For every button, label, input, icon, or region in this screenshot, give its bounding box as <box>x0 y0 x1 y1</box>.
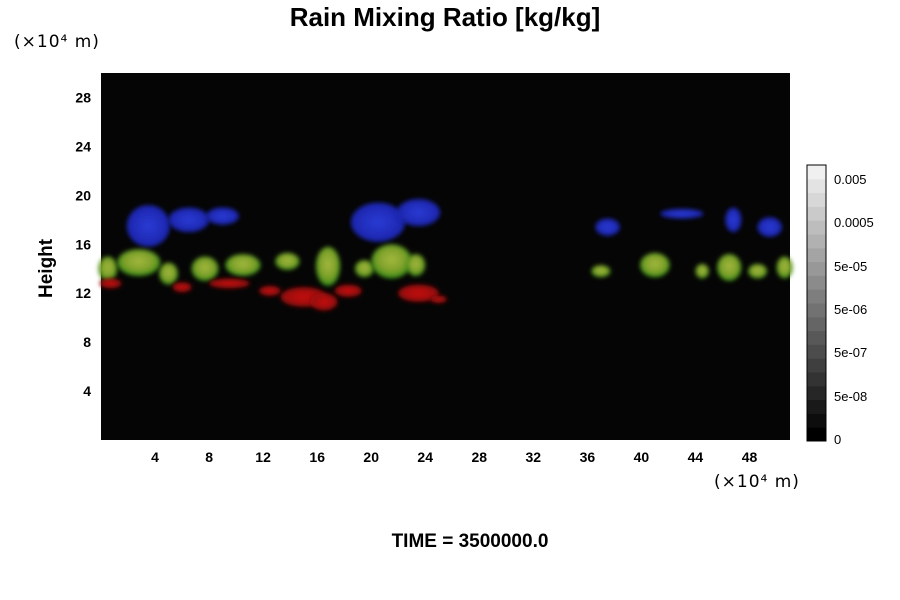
y-tick-label: 12 <box>75 285 91 301</box>
x-tick-label: 40 <box>634 449 650 465</box>
x-tick-label: 24 <box>417 449 433 465</box>
rain-blob-green <box>748 263 768 279</box>
colorbar-level <box>807 385 826 401</box>
x-tick-label: 8 <box>205 449 213 465</box>
rain-blob-green <box>159 262 178 285</box>
rain-blob-green <box>315 246 341 286</box>
rain-blob-red <box>430 295 447 303</box>
rain-blob-blue <box>725 207 742 232</box>
x-axis-unit: (×10⁴ m) <box>714 472 800 492</box>
rain-blob-green <box>695 263 709 279</box>
colorbar-tick-label: 0 <box>834 432 841 447</box>
colorbar-level <box>807 316 826 332</box>
rain-blob-green <box>717 254 742 281</box>
colorbar-level <box>807 178 826 194</box>
y-tick-label: 20 <box>75 187 91 203</box>
rain-blob-green <box>776 256 793 279</box>
y-tick-label: 16 <box>75 236 91 252</box>
colorbar-level <box>807 289 826 304</box>
x-tick-label: 16 <box>309 449 325 465</box>
rain-blob-green <box>591 265 611 278</box>
rain-blob-green <box>371 244 412 279</box>
colorbar-level <box>807 344 826 359</box>
colorbar-level <box>807 358 826 373</box>
rain-blob-red <box>310 293 338 311</box>
x-axis-ticks: 4 8 12 16 20 24 28 32 36 40 44 48 <box>151 449 757 465</box>
rain-blob-red <box>172 282 192 292</box>
colorbar-level <box>807 247 826 263</box>
rain-blob-green <box>117 249 161 277</box>
colorbar-level <box>807 220 826 235</box>
colorbar-tick-label: 0.0005 <box>834 215 874 230</box>
plot-area <box>101 73 790 440</box>
colorbar-tick-label: 5e-08 <box>834 389 867 404</box>
x-tick-label: 48 <box>742 449 758 465</box>
rain-blob-blue <box>351 202 405 242</box>
colorbar-level <box>807 192 826 207</box>
colorbar-level <box>807 165 826 180</box>
colorbar-level <box>807 330 826 345</box>
y-tick-label: 8 <box>83 334 91 350</box>
rain-blob-blue <box>396 199 441 226</box>
rain-blob-red <box>99 278 122 289</box>
colorbar-level <box>807 413 826 428</box>
rain-blob-blue <box>168 207 210 232</box>
colorbar-frame <box>806 164 827 442</box>
rain-blob-green <box>225 254 261 277</box>
colorbar: 0.005 0.0005 5e-05 5e-06 5e-07 5e-08 0 <box>806 164 874 447</box>
colorbar-level <box>807 372 826 387</box>
rain-blob-green <box>406 254 426 277</box>
rain-blob-green <box>98 256 118 281</box>
rain-blob-red <box>259 285 281 296</box>
colorbar-level <box>807 427 826 442</box>
y-tick-label: 4 <box>83 383 91 399</box>
x-tick-label: 4 <box>151 449 159 465</box>
rain-blob-green <box>191 256 219 281</box>
y-axis-ticks: 4 8 12 16 20 24 28 <box>75 90 91 400</box>
colorbar-tick-label: 5e-06 <box>834 302 867 317</box>
x-tick-label: 32 <box>526 449 542 465</box>
colorbar-tick-label: 5e-07 <box>834 345 867 360</box>
chart-title: Rain Mixing Ratio [kg/kg] <box>289 2 601 32</box>
colorbar-level <box>807 399 826 414</box>
rain-blob-blue <box>595 218 620 236</box>
rain-blob-blue <box>206 207 239 225</box>
x-tick-label: 44 <box>688 449 704 465</box>
x-tick-label: 36 <box>580 449 596 465</box>
rain-field <box>98 199 793 311</box>
colorbar-level <box>807 261 826 276</box>
y-tick-label: 28 <box>75 90 91 106</box>
rain-blob-blue <box>757 217 782 237</box>
rain-blob-blue <box>660 208 704 219</box>
colorbar-tick-label: 0.005 <box>834 172 867 187</box>
rain-blob-green <box>640 252 670 278</box>
x-tick-label: 28 <box>472 449 488 465</box>
y-axis-unit: (×10⁴ m) <box>14 32 100 52</box>
time-footer: TIME = 3500000.0 <box>391 531 549 552</box>
colorbar-level <box>807 206 826 221</box>
y-tick-label: 24 <box>75 138 91 154</box>
rain-blob-blue <box>126 205 170 247</box>
rain-blob-red <box>398 284 439 302</box>
rain-blob-red <box>334 284 362 297</box>
colorbar-tick-label: 5e-05 <box>834 259 867 274</box>
colorbar-level <box>807 303 826 318</box>
rain-blob-green <box>354 260 374 278</box>
rain-blob-green <box>275 252 300 270</box>
rain-blob-red <box>209 278 250 289</box>
x-tick-label: 12 <box>255 449 271 465</box>
colorbar-level <box>807 275 826 290</box>
colorbar-level <box>807 234 826 249</box>
x-tick-label: 20 <box>363 449 379 465</box>
